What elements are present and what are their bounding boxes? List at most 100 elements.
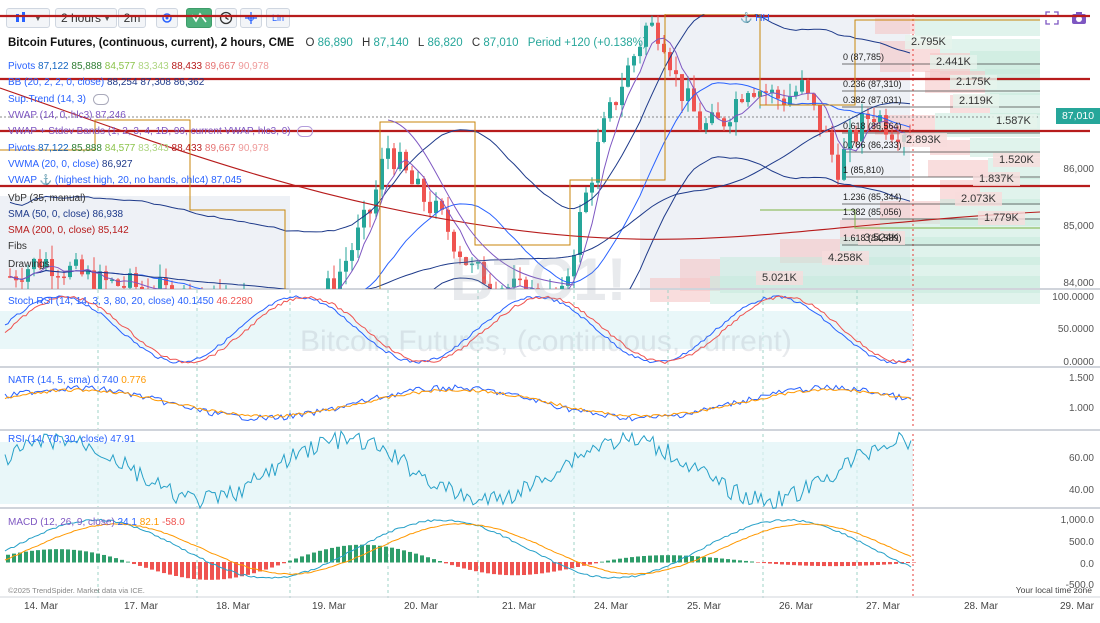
legend-vwap[interactable]: VWAP (14, 0, hlc3) 87,246: [8, 109, 126, 122]
macd-histogram-bar: [618, 558, 622, 563]
macd-histogram-bar: [138, 562, 142, 566]
stoch-rsi-legend[interactable]: Stoch RSI (14, 14, 3, 3, 80, 20, close) …: [8, 296, 253, 307]
macd-histogram-bar: [78, 550, 82, 563]
candle-body: [578, 212, 582, 255]
candle-body: [332, 278, 336, 289]
legend-value: 84,577: [104, 61, 136, 72]
candle-body: [878, 115, 882, 123]
legend-value: 90,978: [238, 143, 269, 154]
legend-value: 83,343: [138, 143, 169, 154]
macd-histogram-bar: [234, 562, 238, 578]
macd-histogram-bar: [480, 562, 484, 573]
candle-body: [488, 283, 492, 289]
macd-histogram-bar: [390, 547, 394, 563]
candle-body: [500, 288, 504, 289]
legend-vwma[interactable]: VWMA (20, 0, close) 86,927: [8, 158, 133, 171]
settings-button[interactable]: [156, 8, 178, 28]
candle-body: [446, 209, 450, 232]
legend-suptrend[interactable]: Sup.Trend (14, 3): [8, 93, 109, 106]
sma50-line: [9, 102, 911, 289]
candle-body: [188, 288, 192, 289]
candle-body: [680, 74, 684, 102]
candle-body: [872, 119, 876, 123]
legend-vbp[interactable]: VbP (35, manual): [8, 192, 86, 205]
legend-fibs[interactable]: Fibs: [8, 240, 27, 253]
candle-body: [812, 93, 816, 105]
macd-histogram-bar: [330, 547, 334, 563]
macd-histogram-bar: [264, 562, 268, 570]
legend-drawings[interactable]: Drawings: [8, 258, 50, 271]
macd-histogram-bar: [294, 558, 298, 563]
candle-body: [38, 258, 42, 268]
candle-body: [740, 99, 744, 103]
macd-histogram-bar: [582, 562, 586, 566]
candle-body: [806, 80, 810, 94]
volume-profile-label: 2.795K: [905, 35, 952, 49]
macd-histogram-bar: [450, 562, 454, 566]
pattern-button[interactable]: [186, 8, 212, 28]
scale-label: Lin: [271, 13, 284, 23]
macd-histogram-bar: [600, 561, 604, 563]
candle-body: [662, 43, 666, 53]
candle-body: [542, 302, 546, 306]
legend-value: 85,888: [71, 143, 102, 154]
stoch-axis-label: 50.0000: [1057, 324, 1094, 335]
eye-icon[interactable]: [92, 93, 109, 105]
candle-body: [638, 46, 642, 57]
macd-histogram-bar: [546, 562, 550, 573]
macd-histogram-bar: [240, 562, 244, 577]
candle-body: [530, 288, 534, 289]
candle-body: [110, 279, 114, 281]
macd-histogram-bar: [750, 561, 754, 563]
candle-body: [296, 301, 300, 304]
macd-histogram-bar: [846, 562, 850, 566]
time-axis-label: 21. Mar: [502, 601, 536, 612]
candle-body: [410, 170, 414, 185]
legend-pivots[interactable]: Pivots 87,122 85,888 84,577 83,343 88,43…: [8, 60, 269, 73]
candle-body: [392, 148, 396, 170]
rsi-legend[interactable]: RSI (14, 70, 30, close) 47.91: [8, 434, 135, 445]
fib-level-label: 0.618 (86,564): [843, 121, 902, 131]
natr-legend[interactable]: NATR (14, 5, sma) 0.740 0.776: [8, 375, 146, 386]
stoch-axis-label: 100.0000: [1052, 292, 1094, 303]
macd-legend[interactable]: MACD (12, 26, 9, close) 24.1 82.1 -58.0: [8, 517, 185, 528]
macd-histogram-bar: [738, 560, 742, 563]
macd-histogram-bar: [744, 560, 748, 563]
candle-body: [674, 70, 678, 75]
legend-name: VbP (35, manual): [8, 193, 86, 204]
macd-histogram-bar: [552, 562, 556, 572]
legend-vwap-anchored[interactable]: VWAP ⚓ (highest high, 20, no bands, ohlc…: [8, 174, 242, 187]
macd-histogram-bar: [834, 562, 838, 567]
macd-histogram-bar: [462, 562, 466, 569]
pivot-line: [0, 14, 1040, 289]
legend-bb[interactable]: BB (20, 2, 2, 0, close) 88,254 87,308 86…: [8, 76, 204, 89]
eye-icon[interactable]: [297, 125, 314, 137]
scale-button[interactable]: Lin: [266, 8, 290, 28]
candle-body: [158, 277, 162, 289]
legend-sma50[interactable]: SMA (50, 0, close) 86,938: [8, 208, 123, 221]
fib-level-label: 0.236 (87,310): [843, 79, 902, 89]
volume-profile-label: 2.119K: [953, 94, 1000, 108]
macd-histogram-bar: [468, 562, 472, 570]
macd-histogram-bar: [612, 559, 616, 563]
time-axis-label: 25. Mar: [687, 601, 721, 612]
expand-icon[interactable]: [1045, 11, 1059, 28]
high-value: 87,140: [373, 37, 409, 49]
volume-profile-label: 2.175K: [950, 75, 997, 89]
clock-button[interactable]: [215, 8, 237, 28]
legend-pivots-2[interactable]: Pivots 87,122 85,888 84,577 83,343 88,43…: [8, 142, 269, 155]
supertrend-line: [387, 119, 575, 286]
range-button[interactable]: 2m: [118, 8, 146, 28]
candle-body: [518, 278, 522, 281]
interval-select[interactable]: 2 hours ▼: [55, 8, 117, 28]
legend-sma200[interactable]: SMA (200, 0, close) 85,142: [8, 224, 129, 237]
candle-body: [26, 269, 30, 282]
macd-histogram-bar: [594, 562, 598, 564]
legend-vwap-bands[interactable]: VWAP + Stdev Bands (1, 2, 3, 4, 1D, 99, …: [8, 125, 314, 138]
macd-histogram-bar: [372, 545, 376, 563]
macd-histogram-bar: [408, 551, 412, 563]
legend-value: 82.1: [139, 517, 160, 528]
h-label: H: [361, 37, 371, 49]
legend-value: 83,343: [138, 61, 169, 72]
